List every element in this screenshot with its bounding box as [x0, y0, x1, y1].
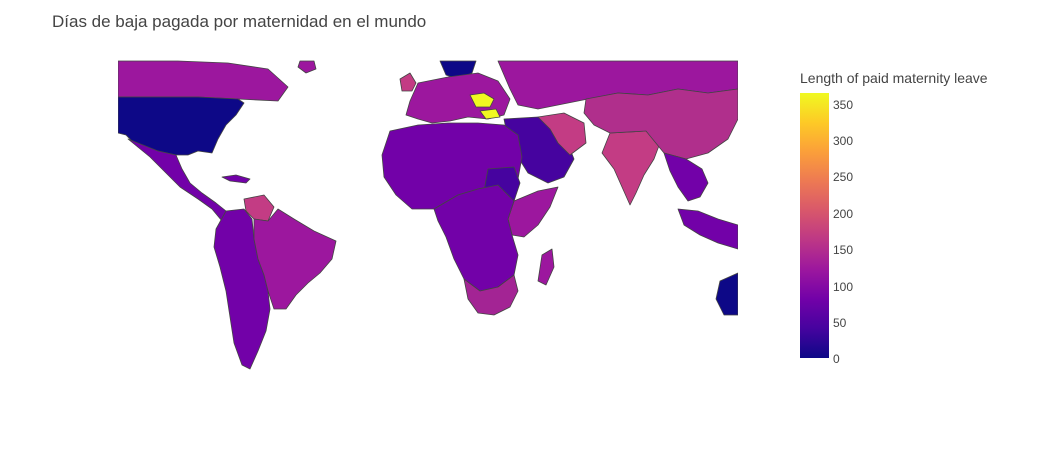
colorbar-tick: 250 — [833, 170, 854, 184]
colorbar-tick: 50 — [833, 316, 847, 330]
choropleth-map[interactable] — [118, 59, 738, 375]
region-caribbean[interactable] — [221, 174, 251, 184]
region-balkans[interactable] — [469, 92, 495, 108]
region-central-africa[interactable] — [433, 184, 519, 292]
colorbar-tick: 100 — [833, 280, 854, 294]
colorbar-tick: 150 — [833, 243, 854, 257]
map-title: Días de baja pagada por maternidad en el… — [52, 12, 427, 31]
colorbar-tick: 350 — [833, 98, 854, 112]
region-southern-africa[interactable] — [463, 274, 519, 316]
region-iran[interactable] — [537, 112, 587, 156]
region-greenland[interactable] — [297, 60, 317, 74]
colorbar-tick: 200 — [833, 207, 854, 221]
region-australia[interactable] — [715, 272, 738, 316]
region-uk[interactable] — [399, 72, 417, 92]
region-southeast-asia[interactable] — [663, 152, 709, 202]
region-china[interactable] — [583, 88, 738, 160]
colorbar — [800, 93, 829, 358]
region-canada[interactable] — [118, 60, 289, 102]
region-turkey-border[interactable] — [479, 108, 501, 120]
colorbar-tick: 0 — [833, 352, 840, 366]
region-india[interactable] — [601, 130, 661, 206]
colorbar-title: Length of paid maternity leave — [800, 70, 988, 86]
colorbar-tick: 300 — [833, 134, 854, 148]
region-brazil[interactable] — [253, 208, 337, 310]
region-madagascar[interactable] — [537, 248, 555, 286]
region-indonesia[interactable] — [677, 208, 738, 250]
